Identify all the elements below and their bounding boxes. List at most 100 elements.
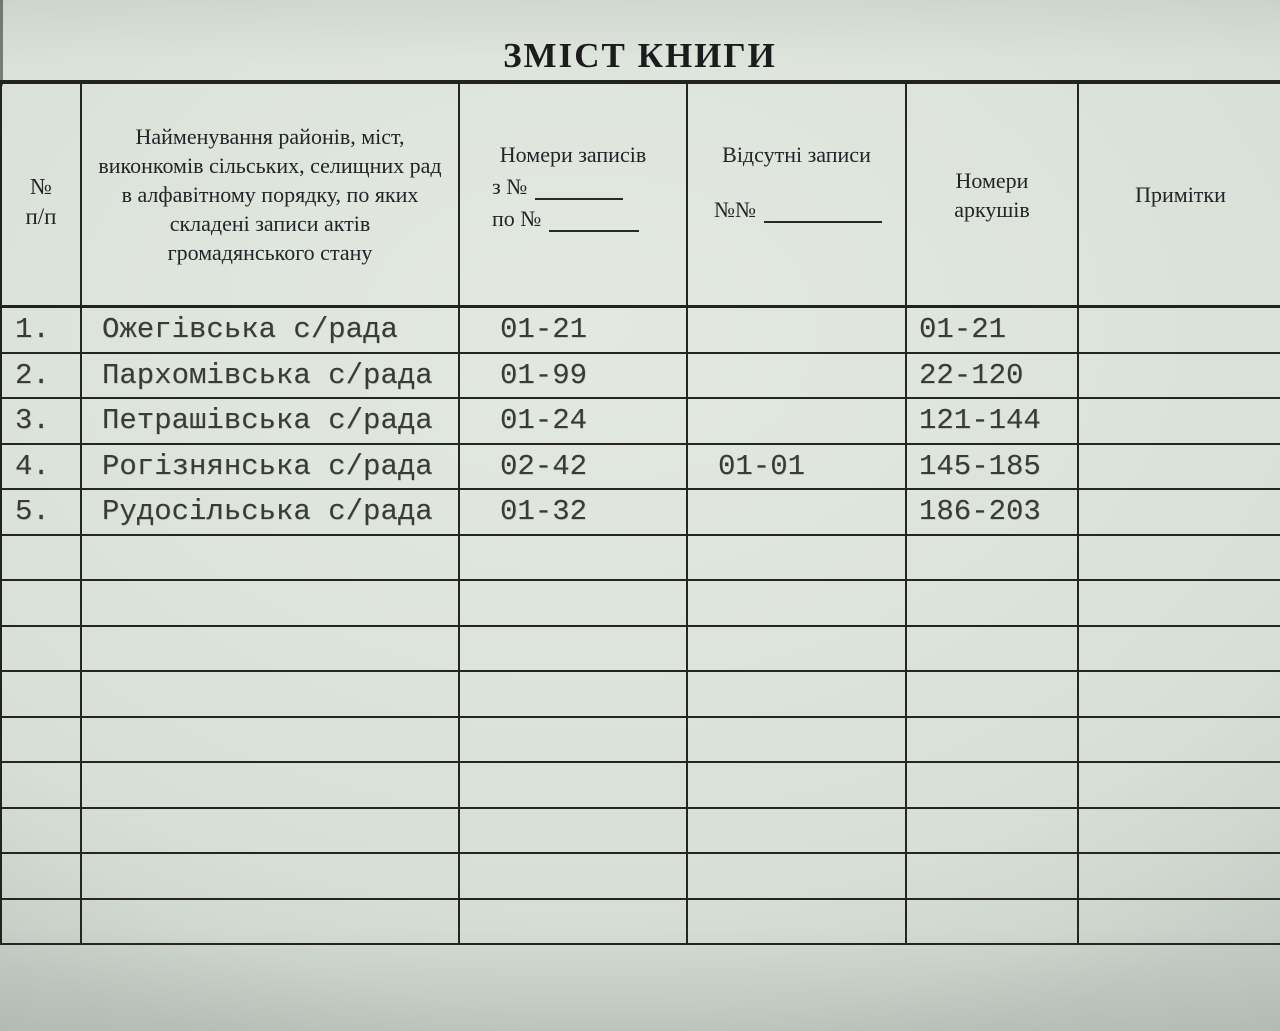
row-missing-cell xyxy=(688,717,907,761)
row-name-cell xyxy=(82,854,460,898)
row-missing-cell xyxy=(688,808,907,852)
row-notes-cell xyxy=(1079,718,1280,762)
row-number-cell: 3. xyxy=(2,399,82,443)
table-row xyxy=(2,854,1280,900)
row-notes-cell xyxy=(1079,490,1280,534)
row-sheets-cell: 145-185 xyxy=(907,444,1079,488)
header-sheets-label: Номери аркушів xyxy=(954,167,1030,222)
header-missing-line: №№ xyxy=(688,195,905,224)
row-notes-cell xyxy=(1079,354,1280,398)
row-records-cell: 02-42 xyxy=(460,444,688,488)
row-notes-cell xyxy=(1079,763,1280,807)
row-notes-cell xyxy=(1079,308,1280,352)
scan-edge-line xyxy=(0,0,3,86)
header-number-sign: № xyxy=(30,173,52,199)
row-records-cell xyxy=(460,535,688,579)
row-number-cell: 2. xyxy=(2,353,82,397)
header-records-from-label: з № xyxy=(492,174,528,199)
row-sheets-cell xyxy=(907,808,1079,852)
row-missing-cell: 01-01 xyxy=(688,444,907,488)
header-records-to-line: по № xyxy=(460,204,686,233)
row-records-cell: 01-32 xyxy=(460,490,688,534)
row-name-cell xyxy=(82,581,460,625)
row-name-cell xyxy=(82,763,460,807)
row-missing-cell xyxy=(688,353,907,397)
header-records-from-line: з № xyxy=(460,172,686,201)
row-number-cell xyxy=(2,854,82,898)
row-number-cell xyxy=(2,899,82,943)
blank-underline xyxy=(763,220,882,223)
row-notes-cell xyxy=(1079,809,1280,853)
row-missing-cell xyxy=(688,490,907,534)
row-name-cell xyxy=(82,626,460,670)
row-missing-cell xyxy=(688,581,907,625)
header-col-number: № п/п xyxy=(2,84,82,305)
row-number-cell xyxy=(2,763,82,807)
row-name-cell: Рогізнянська с/рада xyxy=(82,444,460,488)
row-sheets-cell: 01-21 xyxy=(907,308,1079,352)
row-notes-cell xyxy=(1079,854,1280,898)
row-records-cell xyxy=(460,717,688,761)
header-missing-prefix: №№ xyxy=(714,197,756,222)
row-name-cell: Рудосільська с/рада xyxy=(82,490,460,534)
row-name-cell: Пархомівська с/рада xyxy=(82,353,460,397)
row-name-cell xyxy=(82,717,460,761)
header-col-missing: Відсутні записи №№ xyxy=(688,84,907,305)
row-name-cell xyxy=(82,535,460,579)
row-missing-cell xyxy=(688,308,907,352)
row-notes-cell xyxy=(1079,399,1280,443)
row-missing-cell xyxy=(688,763,907,807)
row-records-cell xyxy=(460,854,688,898)
row-notes-cell xyxy=(1079,445,1280,489)
table-row xyxy=(2,763,1280,809)
row-records-cell xyxy=(460,581,688,625)
row-records-cell xyxy=(460,899,688,943)
table-row: 1. Ожегівська с/рада 01-21 01-21 xyxy=(2,308,1280,354)
table-row: 2. Пархомівська с/рада 01-99 22-120 xyxy=(2,353,1280,399)
row-records-cell xyxy=(460,672,688,716)
row-sheets-cell xyxy=(907,899,1079,943)
row-number-cell xyxy=(2,672,82,716)
row-records-cell xyxy=(460,626,688,670)
table-row xyxy=(2,808,1280,854)
table-row xyxy=(2,626,1280,672)
table-row xyxy=(2,899,1280,945)
row-notes-cell xyxy=(1079,672,1280,716)
table-row xyxy=(2,535,1280,581)
table-header-row: № п/п Найменування районів, міст, виконк… xyxy=(2,84,1280,308)
row-records-cell xyxy=(460,763,688,807)
row-missing-cell xyxy=(688,899,907,943)
blank-underline xyxy=(549,229,640,232)
row-number-cell xyxy=(2,626,82,670)
row-number-cell xyxy=(2,535,82,579)
header-col-name: Найменування районів, міст, виконкомів с… xyxy=(82,84,460,305)
page-title: ЗМІСТ КНИГИ xyxy=(503,36,777,75)
table-row: 3. Петрашівська с/рада 01-24 121-144 xyxy=(2,399,1280,445)
row-records-cell: 01-99 xyxy=(460,353,688,397)
header-col-sheets: Номери аркушів xyxy=(907,84,1079,305)
row-sheets-cell xyxy=(907,581,1079,625)
table-row: 5. Рудосільська с/рада 01-32 186-203 xyxy=(2,490,1280,536)
row-records-cell: 01-21 xyxy=(460,308,688,352)
row-number-cell: 5. xyxy=(2,490,82,534)
header-missing-title: Відсутні записи xyxy=(722,142,871,167)
header-name-label: Найменування районів, міст, виконкомів с… xyxy=(98,124,442,265)
row-sheets-cell xyxy=(907,672,1079,716)
row-sheets-cell: 22-120 xyxy=(907,353,1079,397)
blank-underline xyxy=(535,197,624,200)
header-col-notes: Примітки xyxy=(1079,84,1280,305)
row-sheets-cell xyxy=(907,535,1079,579)
table-row xyxy=(2,717,1280,763)
row-number-cell xyxy=(2,808,82,852)
row-name-cell xyxy=(82,899,460,943)
row-name-cell xyxy=(82,808,460,852)
row-number-cell xyxy=(2,717,82,761)
row-notes-cell xyxy=(1079,581,1280,625)
table-body: 1. Ожегівська с/рада 01-21 01-21 2. Парх… xyxy=(2,308,1280,945)
row-missing-cell xyxy=(688,854,907,898)
row-name-cell: Петрашівська с/рада xyxy=(82,399,460,443)
header-number-label: п/п xyxy=(25,203,57,229)
row-sheets-cell xyxy=(907,717,1079,761)
row-sheets-cell xyxy=(907,626,1079,670)
